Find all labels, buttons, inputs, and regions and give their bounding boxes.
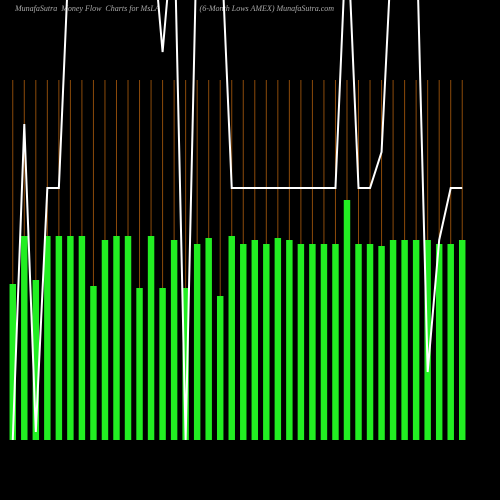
bar: [355, 244, 362, 440]
bar: [263, 244, 270, 440]
bar: [297, 244, 305, 440]
bar: [378, 246, 385, 440]
bar: [366, 244, 374, 440]
bar: [193, 244, 201, 440]
bar: [90, 286, 97, 440]
bar: [78, 236, 86, 440]
bar: [216, 296, 224, 440]
bar: [389, 240, 397, 440]
bar: [32, 280, 40, 440]
bar: [228, 236, 235, 440]
bar: [205, 238, 212, 440]
bar: [320, 244, 328, 440]
chart-title: MunafaSutra Money Flow Charts for MsLA (…: [14, 4, 334, 13]
bar: [147, 236, 155, 440]
bar: [67, 236, 74, 440]
bar: [44, 236, 51, 440]
bar: [274, 238, 282, 440]
bar: [113, 236, 120, 440]
bar: [309, 244, 316, 440]
bar: [136, 288, 143, 440]
bar: [459, 240, 466, 440]
bar: [240, 244, 247, 440]
bar: [182, 288, 189, 440]
bar: [21, 236, 28, 440]
bar: [343, 200, 351, 440]
bar: [124, 236, 132, 440]
bar: [332, 244, 339, 440]
bar: [159, 288, 166, 440]
bar: [401, 240, 408, 440]
bar: [251, 240, 259, 440]
line: [11, 0, 463, 441]
bar: [170, 240, 178, 440]
bar: [412, 240, 420, 440]
bar: [286, 240, 293, 440]
bar: [435, 244, 443, 440]
bar: [55, 236, 63, 440]
bar: [447, 244, 454, 440]
bar: [101, 240, 109, 440]
bar: [9, 284, 16, 440]
